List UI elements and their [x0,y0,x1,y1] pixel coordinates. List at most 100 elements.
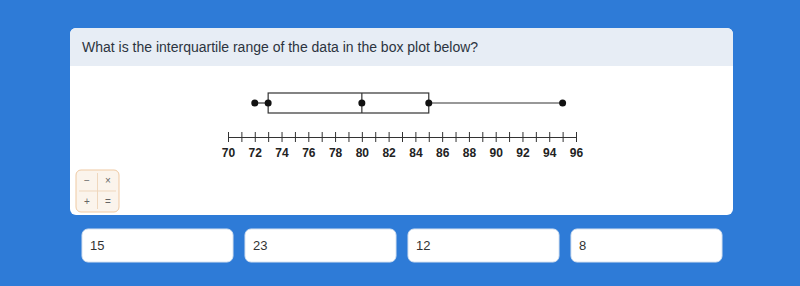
tick-mark [362,132,363,142]
tick: 84 [409,132,423,160]
tick-label: 90 [490,146,504,160]
tick [509,132,510,142]
plot-area [251,93,566,113]
tick: 76 [302,132,316,160]
tick-mark [308,132,309,142]
point-max [559,100,566,107]
tick-mark [255,132,256,142]
tick: 88 [463,132,477,160]
tick: 72 [249,132,263,160]
card [70,28,733,215]
tick-label: 70 [222,146,236,160]
choice-label: 23 [253,238,267,253]
choice-button[interactable] [82,229,233,262]
tick-mark [469,132,470,142]
tick-label: 82 [382,146,396,160]
tick-label: 94 [543,146,557,160]
tick-mark [228,132,229,142]
tick-mark [549,132,550,142]
choice-button[interactable] [408,229,559,262]
tick-mark [536,132,537,142]
tick [402,132,403,142]
tick-mark [241,132,242,142]
tick-mark [482,132,483,142]
tick-mark [268,132,269,142]
tick-label: 92 [516,146,530,160]
tick-mark [348,132,349,142]
choice-button[interactable] [571,229,722,262]
tick: 90 [490,132,504,160]
point-median [358,100,365,107]
card-header [70,28,733,66]
tick: 96 [570,132,584,160]
tick [322,132,323,142]
calculator-key: + [84,196,90,207]
tick-mark [375,132,376,142]
tick-mark [442,132,443,142]
choice-label: 8 [579,238,586,253]
point-q3 [425,100,432,107]
tick-mark [335,132,336,142]
tick [563,132,564,142]
tick-mark [415,132,416,142]
calculator-divider [79,191,116,192]
question: What is the interquartile range of the d… [82,39,478,55]
tick-mark [389,132,390,142]
tick [268,132,269,142]
choice[interactable]: 12 [408,229,559,262]
tick [482,132,483,142]
calculator-key: = [105,196,111,207]
tick [429,132,430,142]
tick [456,132,457,142]
choice-button[interactable] [245,229,396,262]
tick [375,132,376,142]
choice-label: 15 [90,238,104,253]
choice[interactable]: 15 [82,229,233,262]
tick-mark [429,132,430,142]
tick-mark [496,132,497,142]
choice[interactable]: 23 [245,229,396,262]
tick-label: 72 [249,146,263,160]
point-min [251,100,258,107]
tick-mark [295,132,296,142]
tick: 94 [543,132,557,160]
whisker-high [429,102,563,103]
tick: 80 [356,132,370,160]
tick-label: 96 [570,146,584,160]
page: What is the interquartile range of the d… [0,0,800,286]
tick: 86 [436,132,450,160]
tick-mark [402,132,403,142]
calculator-key: − [84,175,90,186]
tick [295,132,296,142]
tick-mark [522,132,523,142]
tick-label: 84 [409,146,423,160]
tick-label: 74 [275,146,289,160]
tick [348,132,349,142]
tick: 78 [329,132,343,160]
tick-mark [282,132,283,142]
box [268,93,429,113]
tick [536,132,537,142]
tick: 74 [275,132,289,160]
background [0,0,800,286]
tick: 92 [516,132,530,160]
tick-mark [563,132,564,142]
tick-mark [576,132,577,142]
tick-label: 88 [463,146,477,160]
tick [241,132,242,142]
tick: 70 [222,132,236,160]
tick-mark [456,132,457,142]
tick: 82 [382,132,396,160]
choice[interactable]: 8 [571,229,722,262]
tick-mark [322,132,323,142]
card-body [70,28,733,215]
x-axis: 70 72 74 76 78 80 82 84 86 88 90 92 94 96 [222,132,584,160]
calculator[interactable]: − × + = [76,170,119,212]
tick-label: 78 [329,146,343,160]
choice-label: 12 [416,238,430,253]
tick-label: 86 [436,146,450,160]
tick-label: 80 [356,146,370,160]
calculator-key: × [105,175,111,186]
tick-mark [509,132,510,142]
calculator-frame[interactable] [76,170,119,212]
